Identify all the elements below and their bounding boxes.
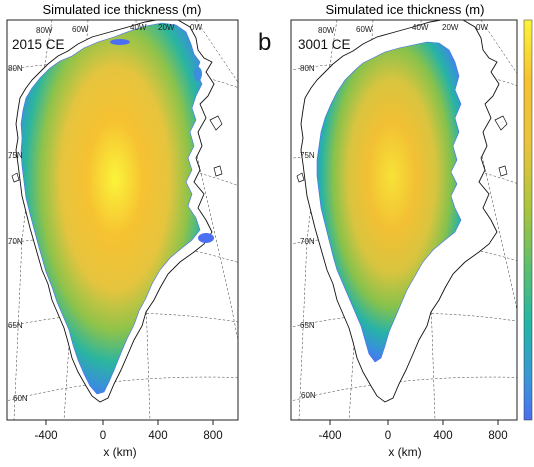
panel-b-island xyxy=(296,172,305,183)
panel-b-island xyxy=(494,115,508,131)
x-tick-label: 400 xyxy=(433,430,452,442)
lat-label-70n: 70N xyxy=(8,237,23,246)
panel-a-ice-cap xyxy=(198,233,214,243)
lat-line-60n xyxy=(7,376,238,402)
lat-label-80n: 80N xyxy=(8,64,23,73)
panel-b: Simulated ice thickness (m) xyxy=(290,2,518,459)
panel-a: Simulated ice thickness (m) xyxy=(6,2,239,459)
lat-label-80n: 80N xyxy=(300,64,315,73)
lat-label-70n: 70N xyxy=(300,237,315,246)
panel-b-x-axis-label: x (km) xyxy=(388,445,421,459)
x-tick-label: -400 xyxy=(34,430,57,442)
panel-b-island xyxy=(498,165,508,177)
lon-label-20w: 20W xyxy=(442,23,459,32)
lon-label-0w: 0W xyxy=(190,23,202,32)
panel-a-ice-cap xyxy=(110,39,130,45)
lon-label-20w: 20W xyxy=(158,23,175,32)
lon-label-80w: 80W xyxy=(36,26,53,35)
panel-b-title: Simulated ice thickness (m) xyxy=(326,2,485,17)
lon-label-60w: 60W xyxy=(356,25,373,34)
x-tick-label: 0 xyxy=(100,430,106,442)
lat-label-75n: 75N xyxy=(300,151,315,160)
lon-label-60w: 60W xyxy=(72,25,89,34)
lat-label-60n: 60N xyxy=(301,391,316,400)
panel-a-title: Simulated ice thickness (m) xyxy=(43,2,202,17)
lon-label-80w: 80W xyxy=(318,26,335,35)
panel-b-year-label: 3001 CE xyxy=(298,37,351,52)
x-tick-label: 800 xyxy=(488,430,507,442)
lon-label-0w: 0W xyxy=(476,23,488,32)
panel-a-year-label: 2015 CE xyxy=(12,37,65,52)
x-tick-label: 400 xyxy=(148,430,167,442)
colorbar xyxy=(523,19,533,421)
panel-a-frame xyxy=(6,19,239,421)
panel-b-frame xyxy=(290,19,518,421)
x-tick-label: 0 xyxy=(385,430,391,442)
x-tick-label: 800 xyxy=(203,430,222,442)
lon-label-40w: 40W xyxy=(412,23,429,32)
panel-a-island xyxy=(209,115,223,131)
panel-b-letter: b xyxy=(258,29,271,56)
panel-a-x-axis-label: x (km) xyxy=(103,445,136,459)
x-tick-label: -400 xyxy=(318,430,341,442)
lat-line-60n xyxy=(291,376,517,402)
lon-label-40w: 40W xyxy=(130,23,147,32)
panel-b-map xyxy=(291,20,517,420)
lat-label-75n: 75N xyxy=(8,151,23,160)
panel-a-ice-cap xyxy=(194,67,202,81)
lat-label-65n: 65N xyxy=(300,321,315,330)
lat-label-65n: 65N xyxy=(8,321,23,330)
lat-label-60n: 60N xyxy=(13,394,28,403)
panel-a-island xyxy=(11,172,20,183)
panel-a-island xyxy=(213,165,223,177)
panel-a-map xyxy=(7,20,238,420)
